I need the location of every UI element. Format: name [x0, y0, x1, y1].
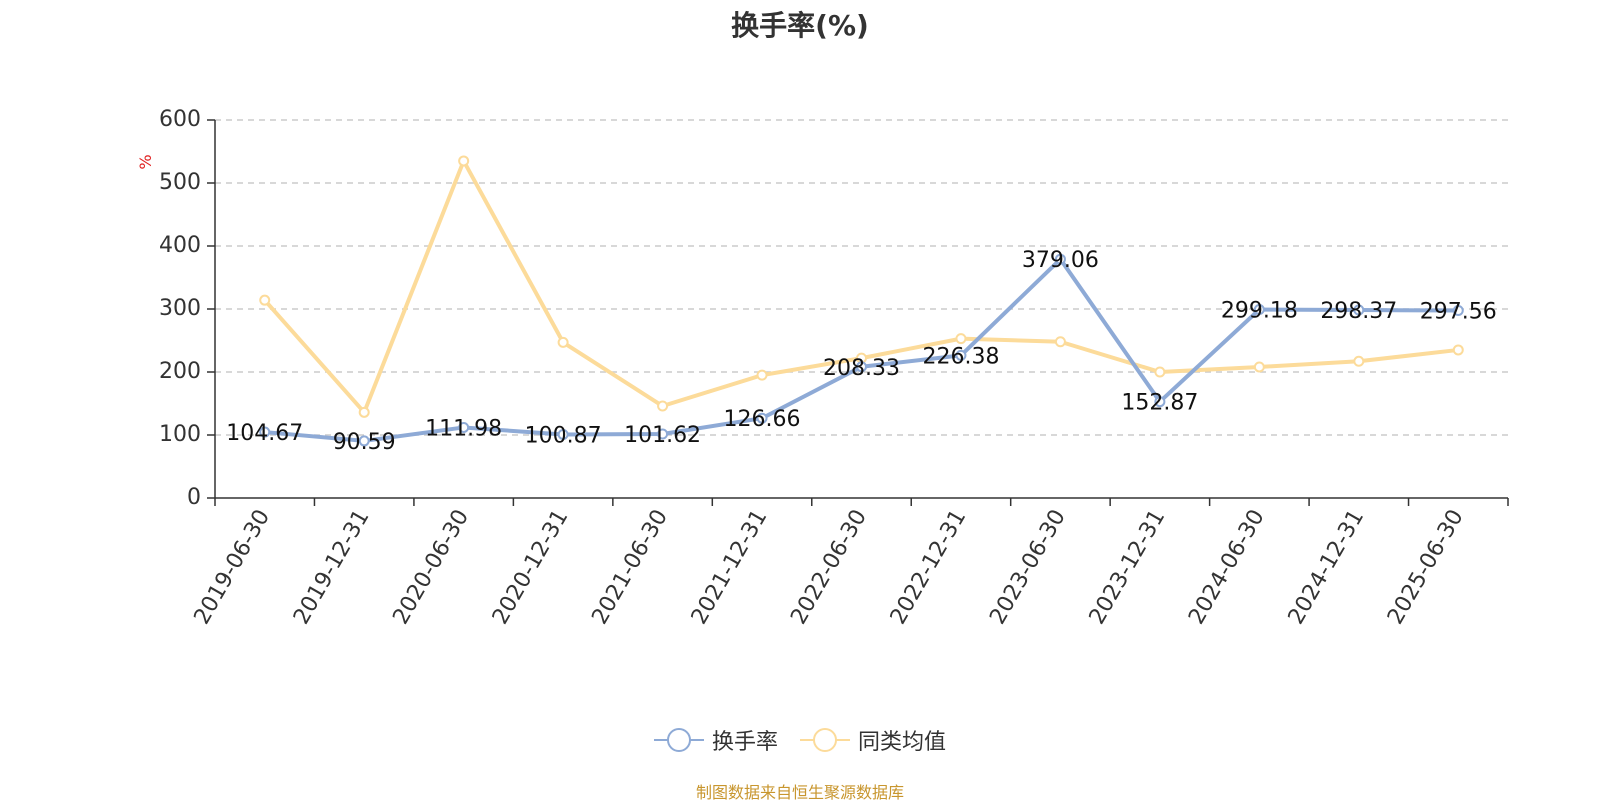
data-label: 100.87: [525, 423, 602, 448]
legend-marker-icon: [653, 728, 704, 752]
data-point-0: [557, 428, 569, 440]
legend: 换手率 同类均值: [0, 720, 1600, 760]
x-tick-label: 2020-12-31: [488, 506, 574, 629]
data-point-0: [458, 421, 470, 433]
data-point-0: [955, 349, 967, 361]
x-tick-label: 2025-06-30: [1383, 506, 1469, 629]
data-label: 126.66: [724, 407, 801, 432]
data-point-0: [856, 361, 867, 373]
chart-title: 换手率(%): [731, 9, 869, 42]
data-point-0: [1353, 304, 1365, 316]
data-label: 111.98: [425, 416, 502, 441]
x-tick-label: 2022-12-31: [886, 506, 972, 629]
legend-item[interactable]: 换手率: [653, 724, 778, 756]
x-tick-label: 2020-06-30: [388, 505, 474, 628]
data-point-1: [1452, 344, 1464, 356]
legend-label: 换手率: [711, 730, 778, 755]
data-labels: 104.67 90.59 111.98 100.87 101.62 126.66 208.3…: [226, 248, 1497, 455]
x-tick-label: 2023-06-30: [985, 506, 1071, 629]
y-axis-unit-label: %: [136, 154, 155, 169]
y-tick-label: 400: [159, 233, 201, 258]
data-point-0: [756, 412, 768, 424]
x-tick-label: 2021-12-31: [687, 506, 773, 629]
y-tick-label: 100: [159, 422, 201, 447]
data-label: 297.56: [1420, 300, 1497, 325]
data-point-0: [1452, 305, 1464, 317]
data-point-1: [955, 333, 967, 345]
y-tick-label: 500: [159, 170, 201, 195]
series: [259, 155, 1464, 447]
data-label: 379.06: [1022, 248, 1099, 273]
data-point-1: [259, 294, 271, 306]
x-tick-label: 2019-12-31: [289, 506, 375, 629]
data-label: 104.67: [226, 421, 303, 446]
y-tick-label: 0: [187, 485, 201, 510]
data-point-0: [358, 435, 370, 447]
x-tick-label: 2024-12-31: [1284, 506, 1370, 629]
source-note: 制图数据来自恒生聚源数据库: [695, 783, 904, 802]
data-label: 226.38: [922, 344, 999, 369]
legend-marker-icon: [800, 728, 850, 752]
data-point-1: [458, 155, 470, 167]
y-tick-label: 300: [159, 296, 201, 321]
legend-item[interactable]: 同类均值: [800, 724, 946, 756]
x-tick-label: 2024-06-30: [1184, 506, 1270, 629]
x-tick-label: 2019-06-30: [190, 506, 276, 629]
x-tick-label: 2023-12-31: [1085, 506, 1171, 629]
data-point-1: [557, 336, 569, 348]
data-point-1: [358, 406, 370, 418]
data-point-1: [1054, 336, 1066, 348]
legend-label: 同类均值: [858, 730, 947, 755]
data-label: 152.87: [1121, 391, 1198, 416]
y-tick-label: 600: [159, 107, 201, 132]
gridlines: [215, 119, 1508, 436]
data-point-0: [259, 426, 271, 438]
x-tick-label: 2021-06-30: [587, 506, 673, 629]
data-label: 298.37: [1320, 299, 1397, 324]
data-label: 90.59: [333, 430, 396, 455]
data-label: 299.18: [1221, 299, 1298, 324]
data-point-0: [657, 428, 669, 440]
x-tick-label: 2022-06-30: [786, 506, 872, 629]
y-tick-label: 200: [159, 359, 201, 384]
data-label: 208.33: [823, 356, 900, 381]
data-point-1: [756, 369, 768, 381]
data-point-1: [1253, 361, 1265, 373]
data-point-1: [1154, 366, 1166, 378]
data-point-0: [1253, 304, 1265, 316]
data-label: 101.62: [624, 423, 701, 448]
data-point-1: [657, 400, 669, 412]
data-point-0: [1154, 396, 1166, 408]
series-line-0: [262, 257, 1461, 443]
data-point-1: [1353, 355, 1365, 367]
data-point-0: [1054, 253, 1066, 265]
